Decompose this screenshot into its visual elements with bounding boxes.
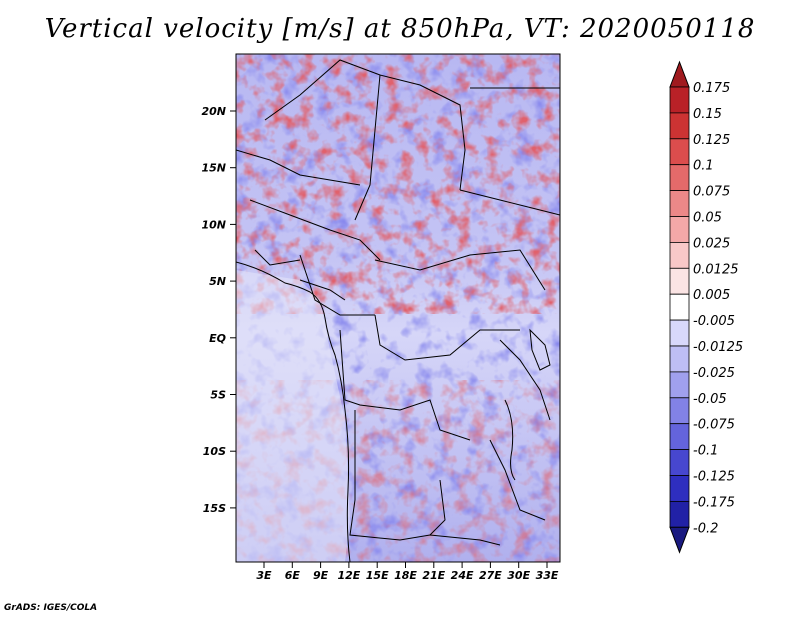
colorbar-band (669, 241, 690, 269)
colorbar-band (669, 475, 690, 502)
colorbar-label: -0.005 (693, 314, 735, 329)
colorbar-band (669, 216, 690, 243)
lon-label: 18E (394, 569, 417, 582)
colorbar-label: -0.175 (693, 495, 735, 510)
colorbar-label: 0.1 (693, 159, 714, 174)
lat-label: 5S (210, 389, 226, 402)
colorbar-label: -0.025 (693, 366, 735, 381)
colorbar-label: -0.0125 (693, 340, 743, 355)
colorbar-band (669, 449, 690, 476)
colorbar-label: -0.075 (693, 418, 735, 433)
colorbar-label: 0.05 (693, 211, 722, 226)
colorbar-label: 0.005 (693, 288, 730, 303)
lon-label: 9E (313, 569, 329, 582)
colorbar-label: 0.15 (693, 107, 722, 122)
lon-label: 15E (366, 569, 389, 582)
lat-label: 15S (203, 502, 226, 515)
lat-label: 20N (201, 105, 226, 118)
colorbar-band (669, 423, 690, 451)
colorbar-band (669, 371, 690, 399)
colorbar-label: 0.125 (693, 133, 730, 148)
axis-ticks (230, 110, 548, 568)
lat-label: 15N (201, 162, 226, 175)
lon-label: 6E (285, 569, 301, 582)
lat-label: EQ (209, 332, 226, 345)
colorbar-arrow-bottom (669, 526, 690, 554)
velocity-field (236, 54, 560, 562)
colorbar-band (669, 293, 690, 321)
colorbar-label: 0.0125 (693, 262, 739, 277)
colorbar-band (669, 190, 690, 217)
lat-label: 10S (203, 445, 226, 458)
lat-label: 5N (209, 275, 226, 288)
colorbar-band (669, 138, 690, 166)
longitude-labels: 3E 6E 9E 12E 15E 18E 21E 24E 27E 30E 33E (256, 569, 558, 582)
colorbar-band (669, 86, 690, 114)
colorbar-label: 0.025 (693, 236, 730, 251)
coastline (236, 261, 351, 562)
plot-frame (235, 53, 561, 563)
colorbar-band (669, 112, 690, 140)
colorbar-band (669, 345, 690, 373)
chart-title: Vertical velocity [m/s] at 850hPa, VT: 2… (44, 14, 756, 44)
colorbar-band (669, 397, 690, 425)
lon-label: 27E (479, 569, 502, 582)
lon-label: 3E (256, 569, 272, 582)
colorbar-label: -0.1 (693, 444, 718, 459)
colorbar-band (669, 319, 690, 347)
colorbar-arrow-top (669, 60, 690, 88)
colorbar-label: 0.075 (693, 185, 730, 200)
colorbar-band (669, 267, 690, 295)
lon-label: 21E (422, 569, 445, 582)
colorbar-band (669, 500, 690, 528)
lon-label: 24E (451, 569, 474, 582)
colorbar-label: -0.05 (693, 392, 727, 407)
latitude-labels: 20N 15N 10N 5N EQ 5S 10S 15S (201, 105, 226, 515)
colorbar-label: -0.2 (693, 521, 718, 536)
lon-label: 30E (507, 569, 530, 582)
colorbar: 0.175 0.15 0.125 0.1 0.075 0.05 0.025 0.0125 0.0… (669, 60, 743, 554)
country-borders (236, 59, 560, 546)
lon-label: 12E (337, 569, 360, 582)
lon-label: 33E (536, 569, 559, 582)
colorbar-label: 0.175 (693, 81, 730, 96)
colorbar-band (669, 164, 690, 191)
colorbar-label: -0.125 (693, 470, 735, 485)
grads-credit: GrADS: IGES/COLA (4, 603, 98, 613)
lat-label: 10N (201, 218, 226, 231)
